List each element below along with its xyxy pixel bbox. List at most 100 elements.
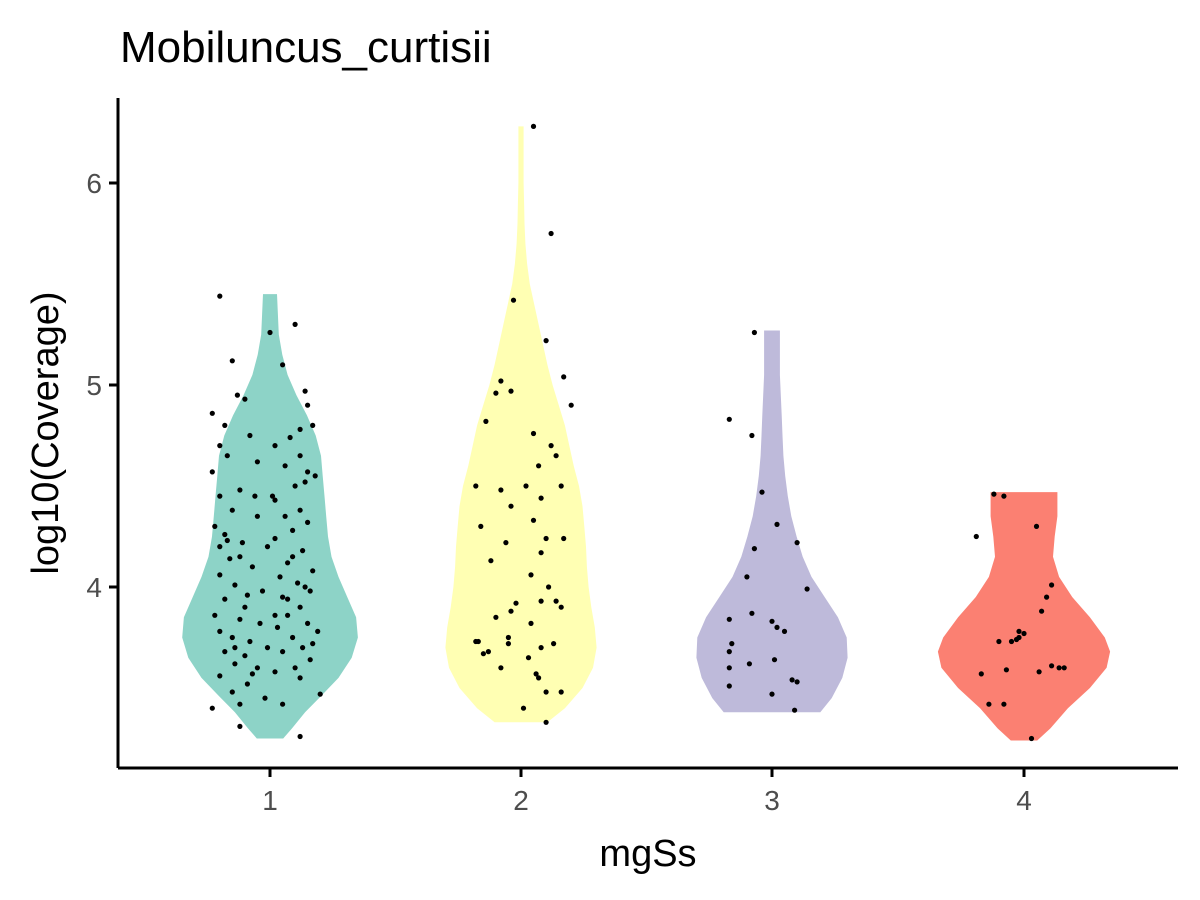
data-point	[217, 673, 223, 679]
data-point	[986, 701, 992, 707]
data-point	[267, 329, 273, 336]
data-point	[475, 638, 481, 645]
x-tick-label: 3	[764, 785, 780, 816]
data-point	[523, 483, 529, 489]
data-point	[287, 434, 293, 441]
y-tick-label: 6	[86, 168, 102, 199]
data-point	[244, 592, 250, 598]
data-point	[533, 671, 539, 677]
data-point	[249, 564, 255, 570]
data-point	[254, 459, 260, 465]
data-point	[252, 493, 258, 499]
data-point	[302, 479, 308, 485]
data-point	[726, 616, 732, 622]
data-point	[259, 588, 266, 594]
data-point	[209, 469, 215, 475]
data-point	[227, 556, 233, 562]
data-point	[310, 568, 316, 574]
data-point	[254, 665, 260, 671]
data-point	[232, 661, 238, 667]
data-point	[1039, 608, 1045, 614]
data-point	[538, 598, 544, 604]
data-point	[264, 645, 271, 651]
data-point	[249, 671, 255, 677]
data-point	[1016, 634, 1022, 641]
data-point	[229, 689, 235, 695]
data-point	[543, 338, 549, 344]
data-point	[769, 691, 775, 697]
data-point	[510, 297, 517, 303]
data-point	[746, 661, 753, 667]
data-point	[538, 645, 544, 651]
data-point	[726, 683, 732, 689]
x-tick-label: 1	[262, 785, 278, 816]
data-point	[290, 527, 296, 534]
data-point	[209, 705, 215, 711]
data-point	[543, 535, 549, 542]
data-point	[536, 675, 542, 681]
data-point	[315, 628, 321, 635]
data-point	[257, 620, 263, 627]
data-point	[973, 533, 979, 540]
data-point	[804, 586, 810, 592]
y-tick-label: 5	[86, 370, 102, 401]
data-point	[285, 560, 291, 566]
data-point	[553, 453, 559, 459]
y-ticks: 4 5 6	[86, 168, 118, 603]
data-point	[237, 487, 243, 493]
data-point	[505, 634, 511, 641]
data-point	[272, 497, 278, 503]
data-point	[751, 329, 758, 336]
violin-2	[445, 126, 597, 723]
data-point	[1003, 667, 1010, 673]
data-point	[300, 548, 306, 554]
data-point	[551, 641, 557, 647]
data-point	[285, 596, 291, 602]
data-point	[232, 645, 238, 651]
data-point	[553, 598, 559, 604]
data-point	[282, 513, 288, 519]
data-point	[295, 580, 301, 586]
data-point	[744, 574, 750, 580]
violin-1	[182, 294, 358, 739]
data-point	[1056, 665, 1062, 671]
data-point	[280, 649, 286, 655]
data-point	[244, 681, 250, 687]
data-point	[726, 649, 732, 655]
y-tick-label: 4	[86, 572, 102, 603]
data-point	[498, 487, 504, 493]
data-point	[234, 392, 240, 398]
data-point	[282, 463, 288, 469]
data-point	[242, 604, 248, 610]
data-point	[543, 719, 549, 725]
data-point	[217, 493, 223, 499]
data-point	[498, 665, 504, 671]
data-point	[568, 402, 574, 408]
data-point	[292, 665, 298, 671]
data-point	[525, 655, 532, 661]
data-point	[1028, 735, 1035, 742]
data-point	[503, 540, 509, 546]
data-point	[242, 653, 248, 659]
data-point	[272, 535, 278, 542]
data-point	[222, 422, 228, 428]
data-point	[237, 723, 243, 730]
data-point	[794, 540, 800, 546]
data-point	[297, 426, 303, 432]
data-point	[242, 396, 248, 402]
data-point	[561, 535, 567, 542]
data-point	[548, 230, 554, 237]
data-point	[530, 430, 537, 437]
data-point	[217, 628, 223, 635]
data-point	[277, 574, 283, 580]
data-point	[212, 612, 218, 618]
data-point	[729, 641, 735, 647]
data-point	[237, 616, 243, 622]
data-point	[212, 523, 218, 530]
data-point	[1061, 665, 1067, 671]
data-point	[297, 675, 303, 681]
data-point	[1036, 669, 1042, 675]
data-point	[290, 554, 296, 560]
violin-3	[696, 330, 848, 713]
chart-title: Mobiluncus_curtisii	[120, 23, 492, 72]
